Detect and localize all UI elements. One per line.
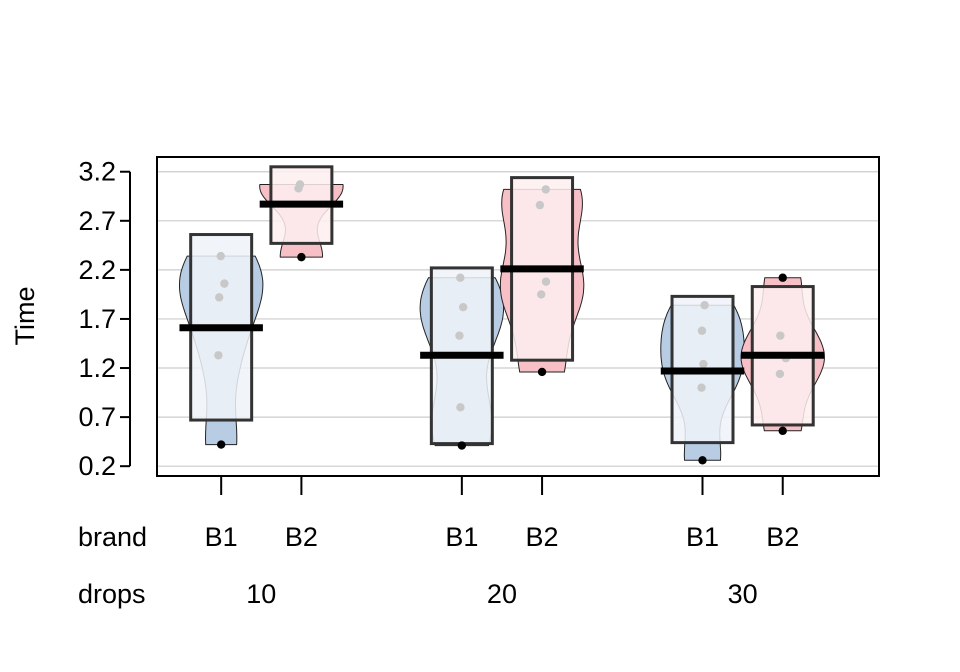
data-point xyxy=(297,252,306,262)
data-point xyxy=(458,302,468,312)
data-point xyxy=(697,383,706,392)
data-point xyxy=(775,369,785,379)
data-point xyxy=(455,331,464,340)
x-axis: B1 B2 10 B1 B2 20 B1 B2 30 xyxy=(205,476,799,609)
data-point xyxy=(776,331,785,340)
data-point xyxy=(541,277,551,286)
data-point xyxy=(778,273,787,282)
data-point xyxy=(220,279,229,288)
x-tick-label-brand: B1 xyxy=(205,522,238,552)
data-point xyxy=(214,351,223,360)
x-tick-label-brand: B1 xyxy=(686,522,719,552)
x-tick-label-brand: B2 xyxy=(526,522,559,552)
x-tick-label-drops: 30 xyxy=(728,579,758,609)
x-tick-label-drops: 10 xyxy=(246,579,276,609)
data-point xyxy=(700,301,709,310)
data-point xyxy=(778,426,787,436)
data-point xyxy=(294,184,303,193)
data-point xyxy=(456,403,465,412)
y-axis: 0.2 0.7 1.2 1.7 2.2 2.7 3.2 xyxy=(78,157,131,481)
data-point xyxy=(698,456,707,465)
data-point xyxy=(216,440,226,449)
y-tick-label: 2.2 xyxy=(78,255,116,285)
data-point xyxy=(537,367,547,377)
y-axis-title: Time xyxy=(10,287,40,346)
raw-data-points xyxy=(214,180,791,465)
data-point xyxy=(697,326,707,335)
data-point xyxy=(216,251,225,261)
y-tick-label: 0.2 xyxy=(78,451,116,481)
data-point xyxy=(537,290,546,299)
data-point xyxy=(456,273,465,282)
data-point xyxy=(535,200,545,210)
y-tick-label: 1.7 xyxy=(78,304,116,334)
x-tick-label-brand: B2 xyxy=(766,522,799,552)
x-tick-label-drops: 20 xyxy=(487,579,517,609)
mean-lines xyxy=(179,200,825,375)
outer-factor-label: drops xyxy=(78,579,146,609)
y-tick-label: 0.7 xyxy=(78,402,116,432)
y-tick-label: 3.2 xyxy=(78,157,116,187)
data-point xyxy=(699,359,708,369)
y-tick-label: 1.2 xyxy=(78,353,116,383)
inner-factor-label: brand xyxy=(78,522,147,552)
y-tick-label: 2.7 xyxy=(78,206,116,236)
plot-frame xyxy=(156,156,880,477)
data-point xyxy=(457,441,467,450)
x-tick-label-brand: B1 xyxy=(445,522,478,552)
x-tick-label-brand: B2 xyxy=(285,522,318,552)
data-point xyxy=(541,185,551,194)
data-point xyxy=(215,293,224,302)
